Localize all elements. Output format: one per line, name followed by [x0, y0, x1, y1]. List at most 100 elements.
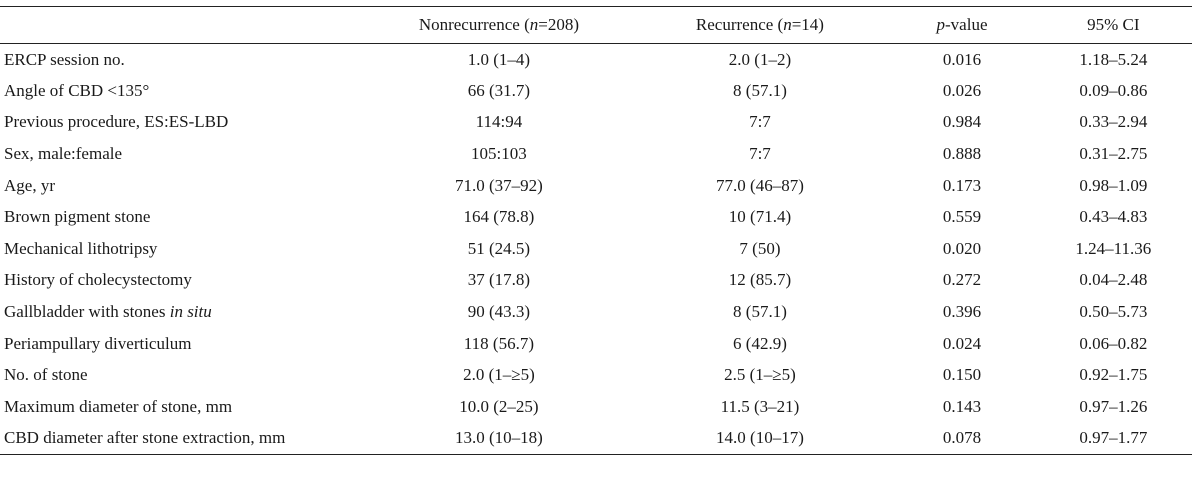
table-row: Sex, male:female 105:103 7:7 0.888 0.31–2.75	[0, 138, 1192, 170]
variable-label: Maximum diameter of stone, mm	[4, 396, 233, 416]
cell-recurrence: 6 (42.9)	[733, 333, 787, 353]
cell-variable: No. of stone	[0, 359, 367, 391]
cell-recurrence: 77.0 (46–87)	[716, 175, 804, 195]
variable-label: Previous procedure, ES:ES-LBD	[4, 112, 229, 132]
table-header: Nonrecurrence (n=208) Recurrence (n=14) …	[0, 6, 1192, 44]
cell-recurrence: 8 (57.1)	[733, 80, 787, 100]
table-row: CBD diameter after stone extraction, mm 1…	[0, 422, 1192, 455]
header-recurrence: Recurrence (n=14)	[630, 6, 890, 44]
cell-ci: 0.97–1.77	[1034, 422, 1192, 455]
cell-ci: 0.09–0.86	[1079, 80, 1148, 100]
table-row: History of cholecystectomy 37 (17.8) 12 (8…	[0, 265, 1192, 297]
cell-variable: Previous procedure, ES:ES-LBD	[0, 107, 367, 139]
cell-nonrecurrence: 105:103	[471, 144, 527, 164]
cell-recurrence: 2.5 (1–≥5)	[724, 365, 796, 385]
cell-recurrence: 14.0 (10–17)	[630, 422, 890, 455]
cell-variable: Periampullary diverticulum	[0, 328, 367, 360]
variable-label-italic: in situ	[169, 302, 212, 322]
cell-ci: 0.92–1.75	[1079, 365, 1148, 385]
cell-ci: 1.24–11.36	[1075, 238, 1152, 258]
variable-label: Angle of CBD <135°	[4, 80, 150, 100]
cell-recurrence: 7:7	[749, 144, 771, 164]
cell-variable: Maximum diameter of stone, mm	[0, 391, 367, 423]
header-pvalue-p: p	[936, 15, 946, 34]
cell-pvalue: 0.016	[942, 49, 982, 69]
cell-ci: 1.18–5.24	[1079, 49, 1148, 69]
cell-ci: 0.97–1.26	[1079, 396, 1148, 416]
results-table: Nonrecurrence (n=208) Recurrence (n=14) …	[0, 6, 1192, 455]
header-ci: 95% CI	[1034, 6, 1192, 44]
header-pvalue-suffix: -value	[945, 15, 988, 34]
cell-variable: Sex, male:female	[0, 138, 367, 170]
cell-ci: 0.98–1.09	[1079, 175, 1148, 195]
cell-variable: ERCP session no.	[0, 44, 367, 76]
cell-pvalue: 0.272	[942, 270, 982, 290]
header-variable	[0, 6, 368, 44]
cell-ci: 0.06–0.82	[1079, 333, 1148, 353]
cell-nonrecurrence: 114:94	[475, 112, 523, 132]
cell-pvalue: 0.024	[942, 333, 982, 353]
cell-nonrecurrence: 66 (31.7)	[467, 80, 531, 100]
header-recurrence-count: =14)	[791, 15, 824, 34]
header-pvalue: p-value	[889, 6, 1035, 44]
cell-variable: Age, yr	[0, 170, 367, 202]
cell-nonrecurrence: 118 (56.7)	[463, 333, 534, 353]
cell-nonrecurrence: 90 (43.3)	[467, 302, 531, 322]
header-recurrence-n: n	[783, 15, 792, 34]
cell-recurrence: 8 (57.1)	[733, 302, 787, 322]
cell-variable: Gallbladder with stones in situ	[0, 296, 367, 328]
variable-label: ERCP session no.	[4, 49, 125, 69]
cell-variable: Angle of CBD <135°	[0, 75, 367, 107]
variable-label: Age, yr	[4, 175, 55, 195]
cell-pvalue: 0.984	[942, 112, 982, 132]
variable-label: Mechanical lithotripsy	[4, 238, 158, 258]
variable-label: Brown pigment stone	[4, 207, 151, 227]
cell-pvalue: 0.150	[942, 365, 982, 385]
cell-pvalue: 0.026	[942, 80, 982, 100]
cell-recurrence: 11.5 (3–21)	[720, 396, 800, 416]
cell-pvalue: 0.173	[942, 175, 982, 195]
cell-recurrence: 10 (71.4)	[728, 207, 792, 227]
cell-ci: 0.31–2.75	[1079, 144, 1148, 164]
cell-pvalue: 0.020	[942, 238, 982, 258]
header-row: Nonrecurrence (n=208) Recurrence (n=14) …	[0, 6, 1192, 44]
header-nonrecurrence: Nonrecurrence (n=208)	[367, 6, 631, 44]
cell-recurrence: 2.0 (1–2)	[728, 49, 792, 69]
cell-pvalue: 0.888	[942, 144, 982, 164]
table-row: Maximum diameter of stone, mm 10.0 (2–25)…	[0, 391, 1192, 423]
cell-pvalue: 0.396	[942, 302, 982, 322]
variable-label: No. of stone	[4, 365, 88, 385]
cell-variable: Mechanical lithotripsy	[0, 233, 367, 265]
cell-variable: History of cholecystectomy	[0, 265, 367, 297]
cell-nonrecurrence: 2.0 (1–≥5)	[463, 365, 535, 385]
variable-label: History of cholecystectomy	[4, 270, 192, 290]
cell-nonrecurrence: 1.0 (1–4)	[467, 49, 531, 69]
table-body: ERCP session no. 1.0 (1–4) 2.0 (1–2) 0.016 1…	[0, 44, 1192, 455]
table-row: ERCP session no. 1.0 (1–4) 2.0 (1–2) 0.016 1…	[0, 44, 1192, 76]
table-row: Age, yr 71.0 (37–92) 77.0 (46–87) 0.173 0.98…	[0, 170, 1192, 202]
table-row: Periampullary diverticulum 118 (56.7) 6 (4…	[0, 328, 1192, 360]
header-nonrecurrence-n: n	[529, 15, 539, 34]
table-row: Previous procedure, ES:ES-LBD 114:94 7:7 0.…	[0, 107, 1192, 139]
table-row: Brown pigment stone 164 (78.8) 10 (71.4) 0.…	[0, 201, 1192, 233]
table-row: Angle of CBD <135° 66 (31.7) 8 (57.1) 0.026…	[0, 75, 1192, 107]
cell-nonrecurrence: 13.0 (10–18)	[367, 422, 631, 455]
cell-pvalue: 0.078	[889, 422, 1035, 455]
variable-label: Sex, male:female	[4, 144, 123, 164]
variable-label: Gallbladder with stones	[4, 302, 170, 322]
table-row: No. of stone 2.0 (1–≥5) 2.5 (1–≥5) 0.150 0.9…	[0, 359, 1192, 391]
cell-ci: 0.33–2.94	[1079, 112, 1148, 132]
cell-nonrecurrence: 71.0 (37–92)	[454, 175, 543, 195]
cell-nonrecurrence: 51 (24.5)	[467, 238, 531, 258]
cell-recurrence: 12 (85.7)	[728, 270, 792, 290]
header-recurrence-label: Recurrence (	[695, 15, 784, 34]
variable-label: CBD diameter after stone extraction, mm	[4, 428, 286, 448]
cell-pvalue: 0.143	[942, 396, 982, 416]
cell-recurrence: 7:7	[749, 112, 771, 132]
variable-label: Periampullary diverticulum	[4, 333, 192, 353]
cell-variable: Brown pigment stone	[0, 201, 367, 233]
cell-nonrecurrence: 10.0 (2–25)	[459, 396, 539, 416]
table-row: Gallbladder with stones in situ 90 (43.3)…	[0, 296, 1192, 328]
cell-ci: 0.43–4.83	[1079, 207, 1148, 227]
